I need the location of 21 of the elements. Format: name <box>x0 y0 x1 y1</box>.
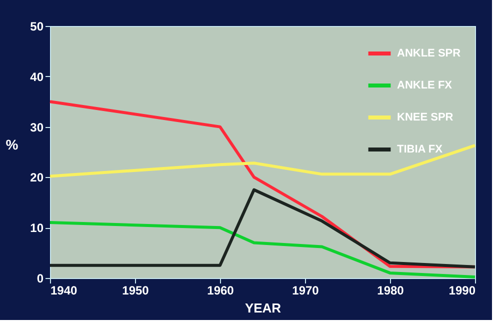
x-tick-label: 1980 <box>377 284 404 298</box>
y-tick-label: 30 <box>30 120 44 134</box>
legend-label: KNEE SPR <box>397 112 454 124</box>
y-tick-label: 10 <box>30 221 44 236</box>
x-tick-label: 1950 <box>122 284 150 298</box>
y-tick-label: 40 <box>30 70 44 84</box>
legend-label: TIBIA FX <box>397 144 444 156</box>
line-series <box>48 144 476 178</box>
legend-label: ANKLE FX <box>397 80 453 92</box>
y-tick-label: 20 <box>30 170 44 185</box>
line-series <box>48 188 476 268</box>
y-axis-title: % <box>6 136 19 152</box>
line-series <box>48 221 476 278</box>
y-tick-label: 0 <box>36 272 44 286</box>
legend-label: ANKLE SPR <box>397 48 461 60</box>
x-tick-label: 1990 <box>448 284 476 298</box>
x-tick-label: 1970 <box>292 284 320 298</box>
y-tick-label: 50 <box>30 20 44 34</box>
x-tick-label: 1960 <box>207 284 234 298</box>
x-axis-title: YEAR <box>244 300 282 316</box>
x-tick-label: 1940 <box>50 284 78 298</box>
